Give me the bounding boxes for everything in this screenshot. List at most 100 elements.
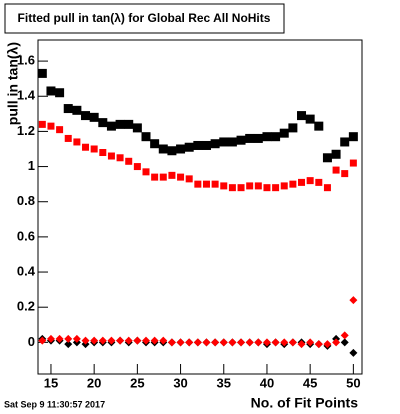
x-tick-label: 35 [217, 375, 231, 390]
square-marker [38, 120, 46, 128]
diamond-marker [142, 336, 150, 345]
diamond-marker [176, 338, 185, 347]
square-marker [99, 149, 107, 157]
square-marker [288, 123, 298, 133]
square-marker [298, 178, 306, 186]
diamond-marker [349, 348, 358, 357]
chart-title: Fitted pull in tan(λ) for Global Rec All… [18, 11, 271, 25]
diamond-marker [349, 296, 358, 305]
square-marker [262, 132, 272, 142]
diamond-marker [46, 334, 55, 343]
y-tick-label: 1.4 [17, 88, 36, 103]
diamond-marker [98, 336, 107, 345]
diamond-marker [323, 340, 332, 349]
diamond-marker [340, 331, 349, 340]
diamond-marker [55, 334, 64, 343]
square-marker [289, 180, 297, 188]
y-axis-label: pull in tan(λ) [5, 42, 21, 125]
square-marker [37, 68, 47, 78]
square-marker [315, 178, 323, 186]
y-tick-label: 0.8 [17, 193, 35, 208]
square-marker [107, 152, 115, 160]
square-marker [90, 145, 98, 153]
x-tick-label: 15 [44, 375, 58, 390]
square-marker [55, 88, 65, 98]
square-marker [142, 168, 150, 176]
diamond-marker [150, 336, 159, 345]
y-tick-label: 0.6 [17, 228, 35, 243]
square-marker [82, 143, 90, 151]
square-marker [323, 184, 331, 192]
diamond-marker [237, 338, 246, 347]
title-box [4, 3, 285, 34]
timestamp: Sat Sep 9 11:30:57 2017 [4, 399, 105, 409]
square-marker [331, 149, 341, 159]
square-marker [158, 144, 168, 154]
square-marker [305, 114, 315, 124]
x-tick-label: 40 [260, 375, 274, 390]
x-axis-label: No. of Fit Points [251, 395, 359, 411]
diamond-marker [133, 336, 142, 345]
x-tick-label: 45 [303, 375, 317, 390]
square-marker [219, 137, 229, 147]
square-marker [184, 142, 194, 152]
diamond-marker [340, 338, 349, 347]
square-marker [332, 166, 340, 174]
diamond-marker [185, 338, 194, 347]
square-marker [236, 135, 246, 145]
square-marker [280, 182, 288, 190]
x-tick-label: 30 [173, 375, 187, 390]
square-marker [125, 157, 133, 165]
square-marker [116, 154, 124, 162]
y-tick-label: 1.6 [17, 53, 35, 68]
square-marker [237, 184, 245, 192]
square-marker [56, 126, 64, 134]
y-tick-label: 1.2 [17, 123, 35, 138]
diamond-marker [159, 336, 168, 345]
square-marker [314, 121, 324, 131]
diamond-marker [90, 336, 99, 345]
diamond-marker [202, 338, 211, 347]
diamond-marker [297, 340, 306, 349]
square-marker [133, 163, 141, 171]
square-marker [220, 182, 228, 190]
diamond-marker [72, 334, 81, 343]
diamond-marker [228, 338, 237, 347]
square-marker [98, 118, 108, 128]
plot-frame [37, 39, 363, 375]
diamond-marker [124, 336, 133, 345]
diamond-marker [280, 338, 289, 347]
square-marker [132, 123, 142, 133]
square-marker [348, 132, 358, 142]
diamond-marker [314, 340, 323, 349]
square-marker [210, 139, 220, 149]
square-marker [81, 111, 91, 121]
square-marker [46, 86, 56, 96]
diamond-marker [193, 338, 202, 347]
square-marker [341, 170, 349, 178]
square-marker [227, 137, 237, 147]
diamond-marker [219, 338, 228, 347]
square-marker [349, 159, 357, 167]
diamond-marker [211, 338, 220, 347]
y-tick-label: 0 [28, 334, 35, 349]
diamond-marker [306, 338, 315, 347]
square-marker [115, 119, 125, 129]
y-tick-label: 0.2 [17, 299, 35, 314]
square-marker [322, 153, 332, 163]
square-marker [168, 171, 176, 179]
square-marker [106, 121, 116, 131]
y-tick-label: 0.4 [17, 263, 36, 278]
square-marker [201, 140, 211, 150]
diamond-marker [254, 338, 263, 347]
square-marker [47, 122, 55, 130]
diamond-marker [116, 336, 125, 345]
square-marker [177, 173, 185, 181]
square-marker [193, 140, 203, 150]
square-marker [194, 180, 202, 188]
diamond-marker [262, 338, 271, 347]
square-marker [272, 184, 280, 192]
square-marker [124, 119, 134, 129]
